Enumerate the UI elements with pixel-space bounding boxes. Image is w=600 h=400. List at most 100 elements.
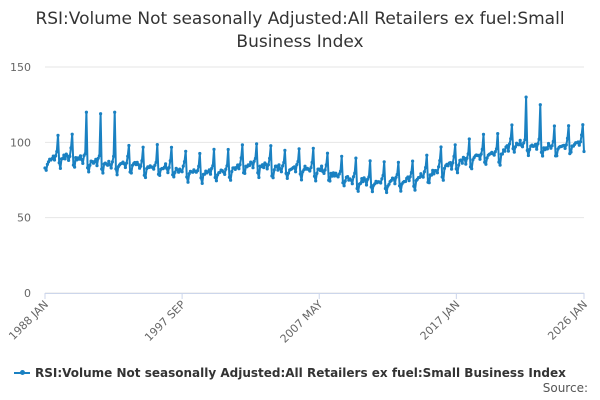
- data-point[interactable]: [94, 157, 98, 161]
- data-point[interactable]: [153, 163, 157, 167]
- data-point[interactable]: [52, 158, 57, 162]
- data-point[interactable]: [541, 154, 545, 158]
- data-point[interactable]: [437, 165, 441, 169]
- data-point[interactable]: [165, 166, 169, 170]
- data-point[interactable]: [164, 162, 168, 166]
- data-point[interactable]: [251, 166, 255, 170]
- data-point[interactable]: [68, 154, 72, 158]
- data-point[interactable]: [298, 172, 302, 176]
- data-point[interactable]: [535, 147, 539, 151]
- data-point[interactable]: [346, 175, 350, 179]
- data-point[interactable]: [141, 145, 145, 149]
- data-point[interactable]: [214, 179, 218, 183]
- data-point[interactable]: [536, 142, 540, 146]
- data-point[interactable]: [463, 156, 467, 160]
- data-point[interactable]: [494, 147, 499, 151]
- data-point[interactable]: [441, 178, 445, 182]
- data-point[interactable]: [314, 179, 318, 183]
- data-point[interactable]: [96, 156, 100, 160]
- data-point[interactable]: [256, 171, 260, 175]
- data-point[interactable]: [498, 163, 502, 167]
- data-point[interactable]: [533, 142, 538, 146]
- data-point[interactable]: [61, 157, 65, 161]
- data-point[interactable]: [446, 164, 450, 168]
- data-point[interactable]: [109, 166, 113, 170]
- data-point[interactable]: [450, 167, 454, 171]
- data-point[interactable]: [282, 160, 286, 165]
- data-point[interactable]: [520, 145, 525, 149]
- data-point[interactable]: [356, 189, 360, 193]
- data-point[interactable]: [399, 189, 403, 193]
- data-point[interactable]: [184, 149, 188, 153]
- data-point[interactable]: [385, 190, 389, 195]
- data-point[interactable]: [295, 163, 299, 167]
- data-point[interactable]: [550, 144, 554, 148]
- data-point[interactable]: [285, 176, 289, 180]
- data-point[interactable]: [455, 171, 460, 175]
- data-point[interactable]: [421, 175, 425, 179]
- data-point[interactable]: [84, 110, 88, 114]
- data-point[interactable]: [522, 141, 526, 145]
- data-point[interactable]: [427, 181, 431, 185]
- data-point[interactable]: [551, 139, 555, 143]
- data-point[interactable]: [284, 171, 288, 175]
- data-point[interactable]: [505, 144, 509, 148]
- data-point[interactable]: [333, 174, 337, 178]
- data-point[interactable]: [393, 182, 397, 186]
- data-point[interactable]: [539, 150, 544, 154]
- data-point[interactable]: [367, 175, 371, 179]
- data-point[interactable]: [286, 171, 291, 175]
- data-point[interactable]: [252, 159, 256, 163]
- data-point[interactable]: [484, 162, 488, 166]
- data-point[interactable]: [296, 159, 300, 164]
- data-point[interactable]: [432, 172, 436, 176]
- data-point[interactable]: [528, 147, 532, 152]
- data-point[interactable]: [115, 173, 119, 177]
- data-point[interactable]: [500, 152, 504, 156]
- data-point[interactable]: [422, 170, 426, 174]
- data-point[interactable]: [477, 153, 481, 157]
- data-point[interactable]: [580, 133, 584, 137]
- data-point[interactable]: [518, 138, 522, 142]
- data-point[interactable]: [213, 175, 217, 180]
- data-point[interactable]: [564, 143, 568, 147]
- data-point[interactable]: [169, 145, 174, 149]
- data-point[interactable]: [73, 165, 77, 169]
- data-point[interactable]: [581, 123, 585, 127]
- data-point[interactable]: [324, 163, 328, 167]
- data-point[interactable]: [419, 172, 423, 176]
- data-point[interactable]: [413, 188, 417, 192]
- data-point[interactable]: [578, 140, 583, 144]
- data-point[interactable]: [87, 170, 91, 174]
- data-point[interactable]: [283, 148, 287, 152]
- data-point[interactable]: [180, 170, 184, 174]
- data-point[interactable]: [260, 163, 265, 167]
- data-point[interactable]: [524, 95, 528, 99]
- data-point[interactable]: [154, 160, 158, 164]
- data-point[interactable]: [240, 143, 244, 147]
- data-point[interactable]: [466, 152, 470, 156]
- data-point[interactable]: [110, 160, 114, 164]
- data-point[interactable]: [292, 165, 296, 169]
- data-point[interactable]: [55, 150, 59, 154]
- data-point[interactable]: [152, 167, 156, 171]
- data-point[interactable]: [210, 166, 214, 170]
- data-point[interactable]: [278, 167, 282, 171]
- data-point[interactable]: [95, 164, 99, 168]
- data-point[interactable]: [62, 153, 66, 157]
- data-point[interactable]: [277, 163, 281, 167]
- data-point[interactable]: [387, 182, 391, 186]
- data-point[interactable]: [312, 174, 317, 178]
- data-point[interactable]: [227, 175, 231, 179]
- data-point[interactable]: [513, 145, 518, 149]
- data-point[interactable]: [167, 166, 171, 170]
- data-point[interactable]: [253, 156, 257, 160]
- data-point[interactable]: [369, 185, 373, 189]
- data-point[interactable]: [129, 171, 133, 175]
- data-point[interactable]: [408, 175, 412, 179]
- data-point[interactable]: [155, 143, 159, 147]
- data-point[interactable]: [81, 161, 85, 165]
- data-point[interactable]: [143, 175, 148, 180]
- data-point[interactable]: [69, 146, 73, 150]
- data-point[interactable]: [297, 147, 301, 151]
